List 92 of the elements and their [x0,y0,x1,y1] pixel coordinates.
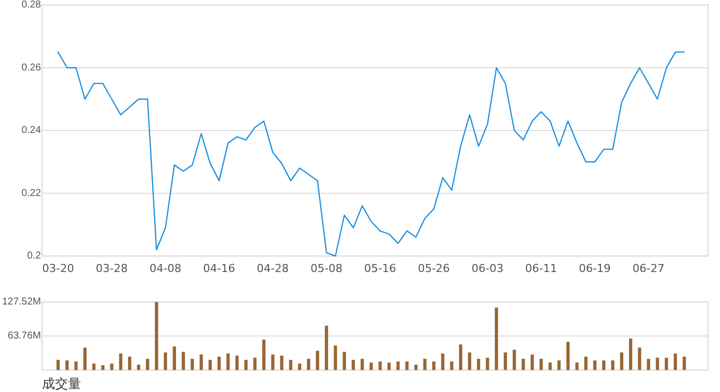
bar [342,352,346,370]
bar [602,360,606,370]
x-tick-label: 06-03 [472,262,504,275]
bar [476,358,480,370]
x-tick-label: 05-08 [310,262,342,275]
bar [190,358,194,370]
bar [101,365,104,370]
bar [92,364,96,370]
x-tick-label: 04-08 [149,262,182,275]
bar [611,360,614,370]
bar [128,356,132,370]
bar [566,342,570,370]
y-tick-label: 0.24 [22,125,42,136]
bar [289,360,292,370]
bar [530,354,534,370]
bar [468,352,472,370]
bar [200,354,203,370]
x-tick-label: 05-16 [364,262,396,275]
bar [557,360,561,370]
bar [620,352,624,370]
y-tick-label: 127.52M [2,296,41,308]
x-tick-label: 03-28 [96,262,128,275]
x-tick-label: 05-26 [418,262,450,275]
bar [208,360,212,370]
bar [352,360,355,370]
bar [226,353,230,370]
bar [56,360,60,370]
bar [262,340,266,370]
x-tick-label: 06-19 [578,262,611,275]
bar [360,358,364,370]
bar [280,356,284,370]
bar [110,364,114,370]
x-tick-label: 06-27 [632,262,664,275]
bar [271,354,274,370]
y-tick-label: 0.2 [27,250,42,262]
bar [235,356,239,370]
bar [646,358,650,370]
bar [405,361,409,370]
bar [370,362,373,370]
bar [334,345,338,370]
bar [432,361,436,370]
bar [584,356,588,370]
bar [119,353,122,370]
x-tick-label: 04-28 [256,262,289,275]
bar [656,358,660,370]
bar [83,348,87,370]
bar [682,356,686,370]
bar [441,353,444,370]
bar [253,358,257,370]
bar [664,358,668,370]
x-tick-label: 06-11 [525,262,558,275]
bar [414,364,418,370]
bar [504,352,507,370]
bar [629,338,632,370]
y-tick-label: 63.76M [8,330,41,342]
bar [324,326,328,370]
bar [154,302,158,370]
bar [512,350,516,370]
bar [306,358,310,370]
bar [218,356,221,370]
bar [146,358,150,370]
bar [522,358,525,370]
y-tick-label: 0.28 [22,0,42,11]
bar [387,362,391,370]
bar [423,358,426,370]
bar [316,350,320,370]
bar [182,352,185,370]
bar [378,361,382,370]
bar [65,360,69,370]
x-axis-title: 成交量 [42,376,81,392]
line-series [58,51,685,257]
bar [450,361,454,370]
bar [74,361,78,370]
y-tick-label: 0.22 [22,188,42,199]
bar [486,358,490,370]
bar [638,348,642,370]
bar [298,364,302,370]
bar [674,353,677,370]
bar [548,362,552,370]
bar [593,360,596,370]
bar [137,364,140,370]
bar [396,361,400,370]
x-tick-label: 03-20 [42,262,74,275]
bar [172,346,176,370]
y-tick-label: 0.26 [22,62,42,74]
bar [540,358,543,370]
bar [494,308,498,370]
bar [575,362,579,370]
bar [164,352,168,370]
bar [244,360,248,370]
bar [459,344,462,370]
x-tick-label: 04-16 [203,262,236,275]
